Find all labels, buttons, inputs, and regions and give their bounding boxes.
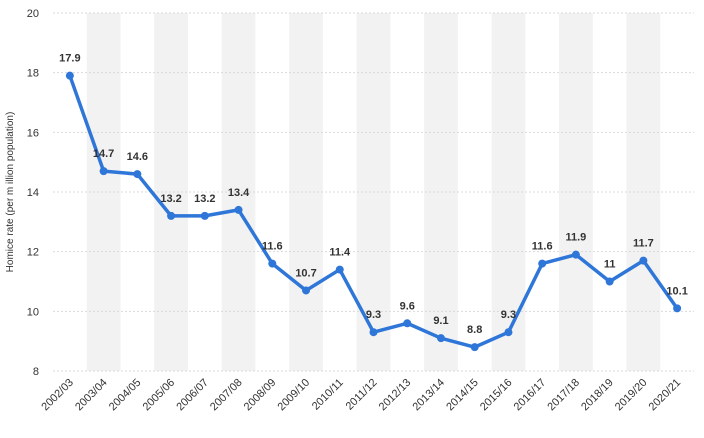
x-tick-label: 2004/05	[107, 377, 144, 414]
data-label: 11.6	[532, 241, 553, 253]
y-tick-label: 14	[27, 187, 39, 199]
y-axis-label: Homice rate (per m illion population)	[5, 112, 16, 273]
column-band	[559, 13, 593, 371]
data-label: 13.2	[160, 193, 181, 205]
data-point	[504, 328, 513, 337]
x-tick-label: 2012/13	[377, 377, 414, 414]
data-label: 13.4	[228, 187, 250, 199]
data-label: 11.7	[633, 238, 654, 250]
data-label: 14.7	[93, 148, 114, 160]
data-label: 11.9	[566, 232, 587, 244]
y-tick-label: 8	[33, 366, 39, 378]
data-label: 9.3	[501, 309, 516, 321]
x-tick-label: 2005/06	[141, 377, 178, 414]
data-point	[470, 343, 479, 352]
data-label: 9.3	[366, 309, 381, 321]
data-label: 11.4	[329, 247, 351, 259]
grid-lines	[53, 12, 694, 372]
x-tick-label: 2010/11	[310, 377, 346, 413]
x-axis-ticks: 2002/032003/042004/052005/062006/072007/…	[39, 377, 683, 414]
data-point	[200, 211, 209, 220]
data-point	[167, 211, 176, 220]
data-point	[99, 167, 108, 176]
data-point	[639, 256, 648, 265]
data-point	[538, 259, 547, 268]
data-point	[369, 328, 378, 337]
data-label: 10.1	[666, 285, 687, 297]
data-label: 10.7	[295, 267, 316, 279]
x-tick-label: 2009/10	[276, 377, 313, 414]
x-tick-label: 2019/20	[613, 377, 650, 414]
column-band	[86, 13, 121, 371]
x-tick-label: 2011/12	[344, 377, 380, 413]
data-point	[436, 334, 445, 343]
data-point	[335, 265, 344, 274]
x-tick-label: 2013/14	[410, 377, 447, 414]
data-point	[133, 170, 142, 179]
data-label: 9.1	[433, 315, 448, 327]
y-axis-ticks: 8 10 12 14 16 18 20	[27, 8, 39, 378]
data-label: 11.6	[262, 241, 283, 253]
data-points	[65, 71, 682, 352]
data-label: 13.2	[194, 193, 215, 205]
data-label: 8.8	[467, 324, 482, 336]
data-point	[302, 286, 311, 295]
data-label: 11	[604, 259, 616, 271]
column-band	[626, 13, 661, 371]
data-label: 14.6	[127, 151, 148, 163]
y-tick-label: 18	[27, 68, 39, 80]
x-tick-label: 2008/09	[242, 377, 279, 414]
x-tick-label: 2016/17	[512, 377, 549, 414]
data-point	[65, 71, 74, 80]
data-point	[268, 259, 277, 268]
data-label: 9.6	[400, 300, 415, 312]
y-tick-label: 12	[27, 247, 39, 259]
data-point	[605, 277, 614, 286]
data-point	[234, 205, 243, 214]
y-tick-label: 20	[27, 8, 39, 20]
x-tick-label: 2017/18	[545, 377, 582, 414]
x-tick-label: 2014/15	[444, 377, 481, 414]
x-tick-label: 2018/19	[579, 377, 616, 414]
y-tick-label: 16	[27, 127, 39, 139]
x-tick-label: 2006/07	[174, 377, 211, 414]
data-point	[403, 319, 412, 328]
y-tick-label: 10	[27, 306, 39, 318]
data-point	[673, 304, 682, 313]
x-tick-label: 2007/08	[208, 377, 245, 414]
data-labels: 17.9 14.7 14.6 13.2 13.2 13.4 11.6 10.7 11.4 9.3 9…	[59, 53, 688, 336]
x-tick-label: 2020/21	[647, 377, 684, 414]
x-tick-label: 2003/04	[73, 377, 110, 414]
x-tick-label: 2002/03	[39, 377, 76, 414]
data-label: 17.9	[59, 53, 80, 65]
data-point	[571, 250, 580, 259]
x-tick-label: 2015/16	[478, 377, 515, 414]
